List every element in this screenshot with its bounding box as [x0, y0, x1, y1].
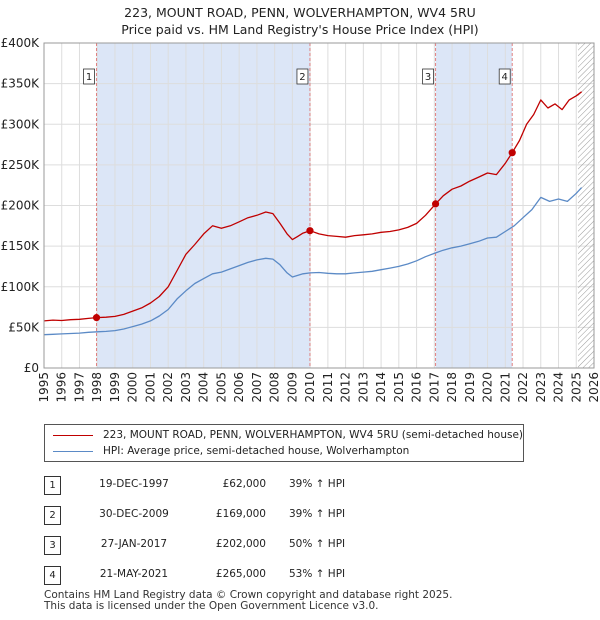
x-tick-label: 2006: [232, 372, 246, 403]
legend: 223, MOUNT ROAD, PENN, WOLVERHAMPTON, WV…: [44, 424, 524, 462]
chart-title: 223, MOUNT ROAD, PENN, WOLVERHAMPTON, WV…: [0, 4, 600, 38]
x-tick-label: 2025: [569, 372, 583, 403]
chart-title-line1: 223, MOUNT ROAD, PENN, WOLVERHAMPTON, WV…: [124, 5, 476, 20]
x-tick-label: 2023: [534, 372, 548, 403]
x-tick-label: 1999: [108, 372, 122, 403]
x-tick-label: 1995: [37, 372, 51, 403]
legend-label-price: 223, MOUNT ROAD, PENN, WOLVERHAMPTON, WV…: [103, 429, 524, 441]
x-tick-label: 2021: [498, 372, 512, 403]
footer-line2: This data is licensed under the Open Gov…: [44, 600, 379, 612]
y-tick-label: £100K: [1, 280, 41, 294]
price-chart: 1 2 3 4 £0 £50K £100K £150K £200K £250K £300K £350…: [1, 36, 600, 403]
x-tick-label: 2022: [516, 372, 530, 403]
sale-marker-label: 1: [86, 72, 92, 83]
sale-hpi-change: 39% ↑ HPI: [289, 508, 346, 520]
sale-number-badge: 1: [44, 476, 61, 495]
sale-date: 30-DEC-2009: [99, 508, 169, 520]
legend-item-hpi: HPI: Average price, semi-detached house,…: [53, 443, 409, 459]
y-tick-label: £0: [24, 361, 39, 375]
x-tick-label: 2013: [356, 372, 370, 403]
sale-price: £202,000: [215, 538, 266, 550]
sale-marker-box: [498, 68, 511, 85]
sale-point: [508, 149, 516, 157]
sale-hpi-change: 39% ↑ HPI: [289, 478, 346, 490]
sale-marker-box: [296, 68, 309, 85]
chart-title-line2: Price paid vs. HM Land Registry's House …: [121, 22, 479, 37]
y-tick-label: £150K: [1, 239, 41, 253]
x-tick-label: 1998: [90, 372, 104, 403]
x-tick-label: 1997: [72, 372, 86, 403]
sale-point: [306, 227, 314, 235]
x-tick-label: 2012: [339, 372, 353, 403]
forecast-hatch-region: [578, 43, 594, 368]
x-tick-label: 2024: [552, 372, 566, 403]
sale-date: 19-DEC-1997: [99, 478, 169, 490]
table-row: 3 27-JAN-2017 £202,000 50% ↑ HPI: [44, 536, 464, 555]
x-tick-label: 2010: [303, 372, 317, 403]
price-series-line: [43, 91, 582, 322]
sale-number-badge: 4: [44, 566, 61, 585]
sale-hpi-change: 50% ↑ HPI: [289, 538, 346, 550]
x-tick-label: 2014: [374, 372, 388, 403]
sale-number-badge: 3: [44, 536, 61, 555]
sale-number-badge: 2: [44, 506, 61, 525]
y-tick-label: £300K: [1, 117, 41, 131]
x-tick-label: 2002: [161, 372, 175, 403]
x-tick-label: 2001: [143, 372, 157, 403]
sale-hpi-change: 53% ↑ HPI: [289, 568, 346, 580]
plot-frame: [43, 42, 595, 369]
sale-marker-label: 3: [425, 72, 431, 83]
x-tick-label: 2015: [392, 372, 406, 403]
x-tick-label: 2011: [321, 372, 335, 403]
sale-price: £62,000: [222, 478, 266, 490]
sale-point: [431, 200, 440, 208]
table-row: 1 19-DEC-1997 £62,000 39% ↑ HPI: [44, 476, 464, 495]
sale-marker-box: [83, 68, 95, 85]
x-tick-label: 2026: [587, 372, 600, 403]
x-tick-label: 2009: [285, 372, 299, 403]
legend-item-price: 223, MOUNT ROAD, PENN, WOLVERHAMPTON, WV…: [53, 427, 523, 443]
sale-date: 27-JAN-2017: [100, 538, 168, 550]
hpi-series-line: [43, 187, 583, 336]
y-tick-label: £400K: [1, 36, 41, 50]
y-tick-label: £50K: [8, 320, 40, 334]
y-tick-label: £200K: [1, 199, 41, 213]
x-tick-label: 2016: [410, 372, 424, 403]
x-tick-label: 2000: [126, 372, 140, 403]
legend-label-hpi: HPI: Average price, semi-detached house,…: [103, 445, 410, 457]
sale-point: [92, 314, 101, 322]
x-tick-label: 2008: [268, 372, 282, 403]
x-tick-label: 2005: [214, 372, 228, 403]
sale-date: 21-MAY-2021: [99, 568, 169, 580]
legend-swatch-hpi: [53, 450, 93, 452]
sale-marker-box: [422, 68, 434, 85]
sale-marker-label: 4: [502, 72, 508, 83]
x-tick-label: 1996: [55, 372, 69, 403]
footer-attribution: Contains HM Land Registry data © Crown c…: [44, 590, 452, 612]
x-tick-label: 2003: [179, 372, 193, 403]
table-row: 4 21-MAY-2021 £265,000 53% ↑ HPI: [44, 566, 464, 585]
footer-line1: Contains HM Land Registry data © Crown c…: [44, 589, 453, 601]
y-tick-label: £350K: [1, 77, 41, 91]
x-tick-label: 2018: [445, 372, 459, 403]
x-tick-label: 2004: [197, 372, 211, 403]
legend-swatch-price: [53, 434, 93, 436]
sale-price: £169,000: [215, 508, 266, 520]
x-tick-label: 2019: [463, 372, 477, 403]
table-row: 2 30-DEC-2009 £169,000 39% ↑ HPI: [44, 506, 464, 525]
sale-price: £265,000: [215, 568, 266, 580]
y-tick-label: £250K: [1, 158, 41, 172]
x-tick-label: 2017: [427, 372, 441, 403]
x-tick-label: 2007: [250, 372, 264, 403]
sale-marker-label: 2: [299, 72, 305, 83]
x-tick-label: 2020: [481, 372, 495, 403]
